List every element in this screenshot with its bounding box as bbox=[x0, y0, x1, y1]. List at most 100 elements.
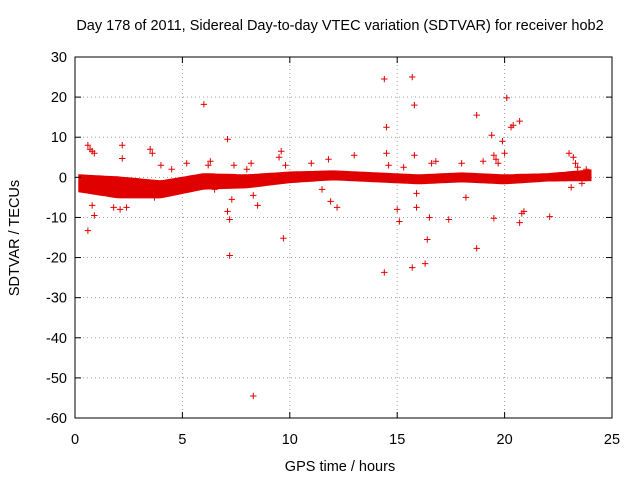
data-point bbox=[110, 204, 117, 211]
data-point bbox=[250, 392, 257, 400]
data-point bbox=[494, 160, 502, 167]
data-point bbox=[119, 142, 126, 149]
y-tick-label: -20 bbox=[46, 251, 67, 267]
data-point bbox=[325, 156, 332, 163]
data-point bbox=[473, 111, 480, 119]
data-point bbox=[149, 150, 156, 157]
data-point bbox=[211, 186, 218, 193]
y-tick-label: 0 bbox=[59, 170, 67, 186]
data-point bbox=[228, 196, 236, 203]
data-point bbox=[250, 192, 257, 199]
data-point bbox=[224, 208, 231, 215]
data-point bbox=[473, 245, 480, 252]
data-point bbox=[168, 166, 175, 173]
x-tick-label: 5 bbox=[178, 432, 186, 448]
data-point bbox=[426, 214, 433, 221]
data-point bbox=[204, 162, 212, 169]
data-point bbox=[409, 73, 416, 81]
data-point bbox=[84, 227, 92, 234]
data-point bbox=[280, 235, 287, 242]
data-point bbox=[243, 166, 251, 173]
data-point bbox=[157, 162, 165, 169]
data-point bbox=[383, 123, 390, 131]
data-point bbox=[520, 208, 528, 215]
data-point bbox=[383, 150, 390, 157]
data-point bbox=[396, 218, 403, 225]
data-point bbox=[572, 160, 579, 167]
y-tick-label: 20 bbox=[51, 90, 67, 106]
data-point bbox=[458, 160, 465, 167]
plot-frame bbox=[74, 56, 613, 419]
data-point bbox=[413, 190, 420, 197]
data-point bbox=[501, 150, 508, 157]
data-point bbox=[516, 117, 523, 125]
data-point bbox=[409, 264, 416, 271]
data-point bbox=[421, 260, 429, 267]
data-point bbox=[278, 148, 285, 155]
data-point bbox=[490, 152, 498, 159]
scatter-band bbox=[78, 169, 592, 199]
data-point bbox=[282, 162, 289, 169]
data-point bbox=[385, 162, 392, 169]
data-point bbox=[84, 142, 92, 149]
data-point bbox=[503, 94, 510, 102]
x-tick-label: 10 bbox=[282, 432, 298, 448]
y-axis-ticks: 30 20 10 0 -10 -20 -30 -40 -50 -60 bbox=[46, 50, 612, 427]
data-point bbox=[351, 152, 358, 159]
data-point bbox=[224, 136, 231, 143]
data-point bbox=[509, 121, 517, 129]
data-point bbox=[570, 154, 577, 161]
data-point bbox=[183, 160, 190, 167]
y-tick-label: -10 bbox=[46, 210, 67, 226]
data-point bbox=[123, 204, 130, 211]
data-point bbox=[445, 216, 452, 223]
data-point bbox=[254, 202, 261, 209]
y-tick-label: 10 bbox=[51, 130, 67, 146]
x-tick-label: 20 bbox=[497, 432, 513, 448]
data-point bbox=[318, 186, 326, 193]
outlier-points bbox=[84, 73, 590, 400]
chart-title: Day 178 of 2011, Sidereal Day-to-day VTE… bbox=[76, 18, 603, 34]
data-point bbox=[116, 206, 124, 213]
data-point bbox=[333, 204, 341, 211]
scatter-band-fill bbox=[78, 169, 592, 199]
data-point bbox=[226, 216, 233, 223]
x-axis-ticks: 0 5 10 15 20 25 bbox=[71, 57, 620, 448]
data-point bbox=[516, 219, 523, 226]
data-point bbox=[207, 158, 214, 165]
data-point bbox=[432, 158, 440, 165]
data-point bbox=[411, 101, 418, 109]
data-point bbox=[490, 215, 498, 222]
data-point bbox=[499, 138, 506, 145]
data-point bbox=[565, 150, 573, 157]
data-point bbox=[200, 101, 208, 108]
data-point bbox=[479, 158, 487, 165]
data-point bbox=[428, 160, 435, 167]
data-point bbox=[327, 198, 334, 205]
data-point bbox=[88, 202, 96, 209]
data-point bbox=[578, 180, 586, 187]
data-point bbox=[247, 160, 255, 167]
y-tick-label: -60 bbox=[46, 411, 67, 427]
data-point bbox=[151, 194, 158, 201]
data-point bbox=[146, 146, 154, 153]
data-point bbox=[91, 212, 98, 219]
x-tick-label: 15 bbox=[389, 432, 405, 448]
data-point bbox=[381, 75, 388, 83]
data-point bbox=[424, 236, 431, 243]
data-point bbox=[488, 132, 495, 139]
x-axis-label: GPS time / hours bbox=[285, 459, 395, 475]
data-point bbox=[226, 252, 233, 259]
data-point bbox=[462, 194, 470, 201]
data-point bbox=[91, 150, 98, 157]
x-tick-label: 0 bbox=[71, 432, 79, 448]
data-point bbox=[308, 160, 315, 167]
data-point bbox=[119, 155, 126, 162]
data-point bbox=[492, 156, 500, 163]
y-tick-label: 30 bbox=[51, 50, 67, 66]
data-point bbox=[394, 206, 401, 213]
data-point bbox=[275, 154, 283, 161]
data-point bbox=[381, 269, 388, 276]
data-point bbox=[230, 162, 238, 169]
